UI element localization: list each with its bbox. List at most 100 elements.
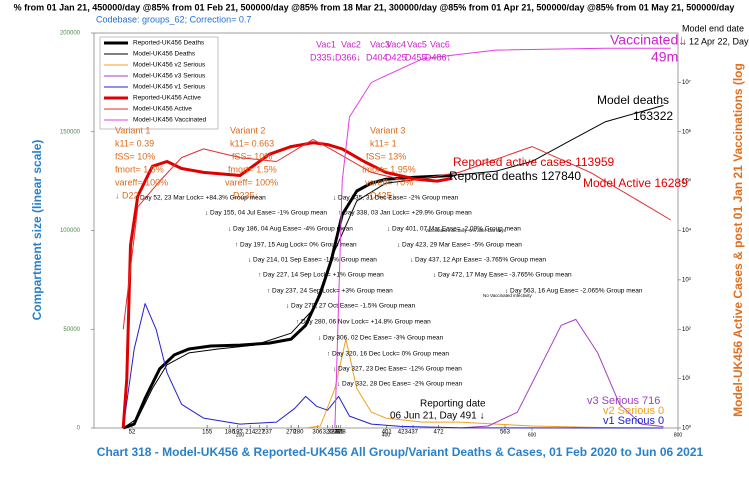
annotation: D404 [366, 52, 388, 62]
annotation: D486↓ [425, 52, 451, 62]
annotation: ↓ Day 52, 23 Mar Lock= +84.3% Group mean [135, 195, 266, 202]
annotation: ↓ Day 401, 07 Mar Ease= -2.09% Group mea… [387, 226, 521, 233]
annotation: Reported active cases 113959 [453, 155, 615, 169]
event-day-label: 214 [245, 430, 256, 436]
annotation: 06 Jun 21, Day 491 ↓ [390, 411, 485, 422]
chart-title: Chart 318 - Model-UK456 & Reported-UK456… [97, 445, 704, 459]
series-line [122, 174, 453, 430]
event-day-label: 332 [331, 430, 342, 436]
series-line [305, 338, 664, 429]
annotation: Reported deaths 127840 [449, 169, 581, 183]
subtitle: Codebase: groups_62; Correction= 0.7 [96, 14, 251, 24]
event-day-label: 401 [382, 430, 393, 436]
annotation: fSS= 10% [115, 151, 155, 161]
annotation: k11= 1 [370, 138, 397, 148]
event-day-label: 280 [293, 430, 304, 436]
y-axis-label: Compartment size (linear scale) [30, 140, 44, 321]
annotation: ↓ 12 Apr 22, Day [682, 36, 749, 46]
event-day-label: 563 [500, 430, 511, 436]
event-day-label: 227 [255, 430, 266, 436]
annotation: Variant 3 [370, 125, 405, 135]
x-tick-label: 400 [382, 432, 391, 438]
annotation: ↑ Day 227, 14 Sep Lock= +1% Group mean [258, 272, 384, 279]
event-day-label: 320 [323, 430, 334, 436]
annotation: Vac4 [386, 39, 406, 49]
annotation: ↓ Day 472, 17 May Ease= -3.765% Group me… [433, 272, 572, 279]
annotation: Vac6 [430, 39, 450, 49]
annotation: D335↓ [310, 52, 336, 62]
annotation: ↓ Day 423, 29 Mar Ease= -5% Group mean [397, 242, 522, 249]
annotation: ↓ Day 270, 27 Oct Ease= -1.5% Group mean [286, 303, 416, 310]
y-tick-label: 100000 [60, 228, 81, 234]
x-tick-label: 200 [236, 432, 245, 438]
series-line [122, 104, 664, 429]
annotation: v3 Serious 716 [587, 395, 660, 407]
y2-tick-label: 10⁶ [682, 128, 692, 135]
legend-label: Model-UK456 Vaccinated [133, 117, 207, 124]
annotation: Vaccinated↓ [610, 32, 685, 48]
annotation: ↓ Day 335, 31 Dec Ease= -2% Group mean [333, 195, 459, 202]
annotation: Vac3 [370, 39, 390, 49]
annotation: vareff= 100% [225, 177, 278, 187]
annotation: fmort= 1.5% [115, 164, 164, 174]
event-day-label: 237 [262, 430, 273, 436]
event-day-label: 52 [129, 430, 136, 436]
event-day-label: 155 [202, 430, 213, 436]
annotation: 163322 [633, 109, 673, 123]
legend-box [99, 36, 219, 130]
event-day-label: 338 [336, 430, 347, 436]
annotation: ↑ Day 237, 24 Sep Lock= +3% Group mean [267, 288, 393, 295]
legend-label: Model-UK456 v1 Serious [133, 84, 206, 91]
y-tick-label: 50000 [63, 327, 80, 333]
annotation: k11= 0.39 [115, 138, 154, 148]
annotation: Reporting date [420, 399, 486, 410]
y-tick-label: 0 [77, 426, 81, 432]
annotation: Vac1 [316, 39, 336, 49]
annotation: Variant 1 [115, 125, 150, 135]
annotation: Vaccinated infectivity -5% after 150 day… [425, 228, 506, 233]
event-day-label: 335 [334, 430, 345, 436]
annotation: D425 [385, 52, 407, 62]
annotation: vareff= 100% [115, 177, 168, 187]
annotation: fmort= 1.5% [228, 164, 277, 174]
annotation: D425↓ [370, 190, 396, 200]
top-text: % from 01 Jan 21, 450000/day @85% from 0… [14, 2, 735, 12]
annotation: 49m [651, 49, 678, 65]
annotation: ↓ Day 437, 12 Apr Ease= -3.765% Group me… [410, 257, 546, 264]
annotation: ↑ Day 197, 15 Aug Lock= 0% Group mean [235, 242, 357, 249]
x-tick-label: 600 [528, 432, 537, 438]
annotation: ↑ Day 338, 03 Jan Lock= +29.9% Group mea… [338, 210, 472, 217]
series-line [122, 303, 664, 429]
annotation: k11= 0.663 [230, 138, 274, 148]
annotation: ↑ Day 320, 16 Dec Lock= 0% Group mean [327, 351, 449, 358]
y2-tick-label: 10⁴ [682, 227, 692, 234]
legend-label: Model-UK456 Active [133, 106, 192, 113]
annotation: ↑ Day 280, 06 Nov Lock= +14.8% Group mea… [296, 319, 431, 326]
series-line [458, 318, 664, 429]
annotation: Model deaths [597, 93, 669, 107]
annotation: ↓ Day 306, 02 Dec Ease= -3% Group mean [318, 335, 444, 342]
series-line [121, 141, 453, 429]
event-day-label: 437 [408, 430, 419, 436]
annotation: ↓ Day 214, 01 Sep Ease= -16% Group mean [248, 257, 377, 264]
legend-label: Model-UK456 Deaths [133, 51, 196, 58]
annotation: D455 [405, 52, 427, 62]
y2-tick-label: 10¹ [682, 376, 691, 382]
annotation: No Vaccinated infectivity [483, 293, 532, 298]
annotation: ↓ D22 [115, 190, 139, 200]
annotation: ↓ Day 332, 28 Dec Ease= -2% Group mean [337, 381, 463, 388]
event-day-label: 472 [434, 430, 445, 436]
annotation: Variant 2 [230, 125, 265, 135]
y-tick-label: 150000 [60, 129, 81, 135]
y2-tick-label: 10² [682, 327, 691, 333]
series-line [122, 138, 671, 330]
annotation: D235↓ [233, 190, 259, 200]
y2-tick-label: 10³ [682, 277, 691, 283]
annotation: ↓ Day 563, 16 Aug Ease= -2.065% Group me… [505, 288, 643, 295]
annotation: D366↓ [335, 52, 361, 62]
y2-tick-label: 10⁵ [682, 178, 692, 185]
y2-axis-label: Model-UK456 Active Cases & post 01 Jan 2… [731, 63, 745, 417]
annotation: v1 Serious 0 [603, 415, 664, 427]
legend-label: Model-UK456 v2 Serious [133, 62, 206, 69]
